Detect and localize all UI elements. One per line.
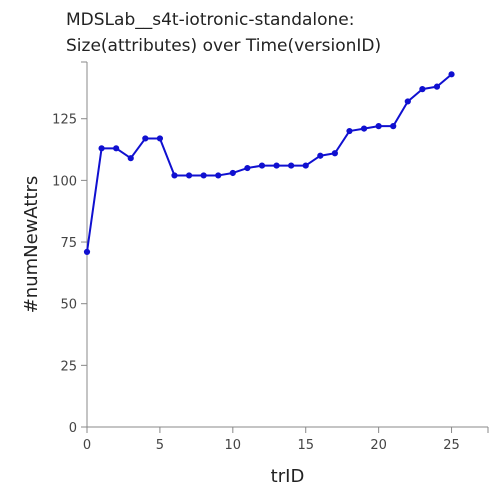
x-axis-title: trID [271, 466, 305, 487]
data-point [258, 162, 266, 169]
plot-area [83, 71, 455, 255]
y-tick-label: 100 [52, 174, 77, 189]
data-point [200, 172, 207, 179]
data-point [331, 150, 338, 157]
data-point [83, 248, 91, 255]
x-tick-label: 0 [83, 438, 91, 453]
y-tick-label: 50 [60, 298, 77, 313]
x-tick-label: 15 [297, 438, 314, 453]
axes [86, 62, 488, 428]
chart-title: MDSLab__s4t-iotronic-standalone: Size(at… [66, 10, 381, 56]
series-line [86, 73, 453, 253]
chart-title-line-1: MDSLab__s4t-iotronic-standalone: [66, 10, 355, 30]
data-point [448, 71, 455, 78]
data-point [142, 135, 149, 142]
data-point [244, 164, 251, 172]
series-points [83, 71, 455, 255]
data-point [375, 123, 382, 130]
data-point [229, 169, 236, 177]
data-point [317, 152, 324, 159]
x-tick-label: 25 [443, 438, 460, 453]
y-tick-label: 125 [52, 113, 77, 128]
x-tick-label: 10 [225, 438, 242, 453]
data-point [433, 83, 441, 90]
data-point [302, 162, 309, 169]
data-point [171, 172, 178, 179]
data-point [185, 172, 193, 179]
data-point [419, 86, 426, 93]
data-point [127, 155, 134, 162]
data-point [360, 125, 368, 132]
y-tick-label: 75 [60, 236, 77, 251]
data-point [346, 127, 353, 135]
y-axis-title: #numNewAttrs [21, 176, 42, 314]
data-point [404, 98, 411, 105]
x-axis-ticks: 0 5 10 15 20 25 [83, 427, 489, 453]
y-tick-label: 0 [69, 421, 77, 436]
data-point [215, 172, 222, 179]
data-point [390, 123, 397, 130]
data-point [288, 162, 295, 169]
y-axis-ticks: 0 25 50 75 100 125 [52, 61, 87, 436]
data-point [98, 145, 105, 152]
data-point [273, 162, 280, 169]
data-point [113, 145, 120, 152]
x-tick-label: 20 [370, 438, 387, 453]
data-point [156, 135, 164, 142]
y-tick-label: 25 [60, 359, 77, 374]
x-tick-label: 5 [156, 438, 164, 453]
chart-title-line-2: Size(attributes) over Time(versionID) [66, 36, 381, 56]
